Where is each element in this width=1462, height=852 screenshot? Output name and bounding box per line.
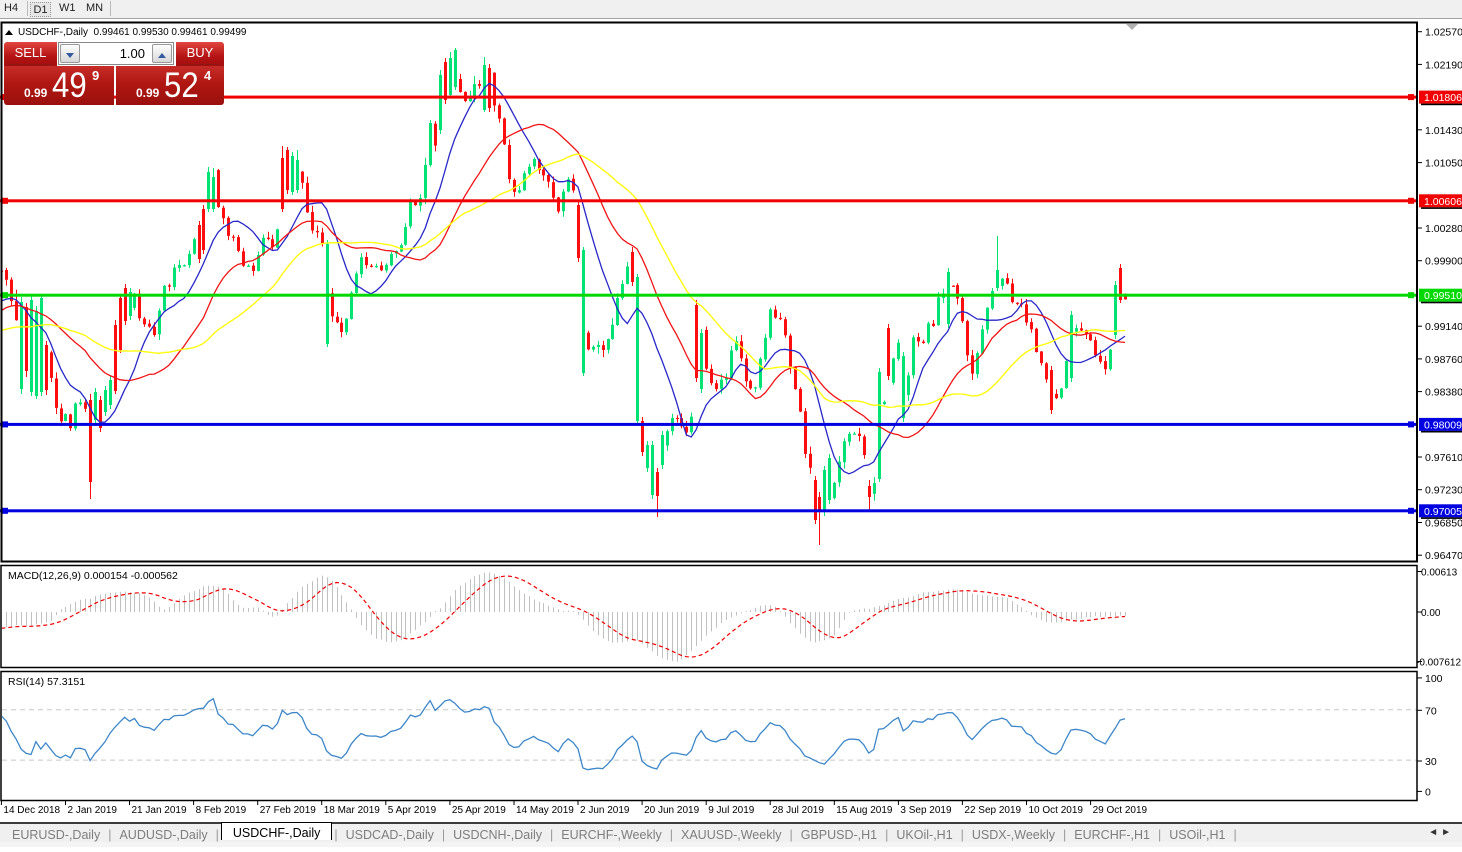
svg-text:0.97230: 0.97230: [1425, 485, 1462, 497]
svg-text:0.96850: 0.96850: [1425, 518, 1462, 530]
svg-text:0.99140: 0.99140: [1425, 321, 1462, 333]
svg-text:-0.007612: -0.007612: [1416, 658, 1461, 669]
svg-text:22 Sep 2019: 22 Sep 2019: [964, 805, 1021, 816]
svg-text:1.01050: 1.01050: [1425, 158, 1462, 170]
svg-text:0: 0: [1425, 786, 1431, 798]
svg-text:0.98380: 0.98380: [1425, 387, 1462, 399]
svg-text:1.02190: 1.02190: [1425, 59, 1462, 71]
svg-text:27 Feb 2019: 27 Feb 2019: [260, 805, 317, 816]
svg-text:RSI(14) 57.3151: RSI(14) 57.3151: [8, 676, 85, 688]
svg-text:18 Mar 2019: 18 Mar 2019: [324, 805, 381, 816]
svg-text:70: 70: [1425, 705, 1437, 717]
svg-text:8 Feb 2019: 8 Feb 2019: [196, 805, 247, 816]
svg-text:21 Jan 2019: 21 Jan 2019: [132, 805, 187, 816]
svg-text:3 Sep 2019: 3 Sep 2019: [900, 805, 952, 816]
svg-text:1.00606: 1.00606: [1424, 196, 1462, 208]
svg-text:14 May 2019: 14 May 2019: [516, 805, 574, 816]
svg-text:25 Apr 2019: 25 Apr 2019: [452, 805, 506, 816]
svg-text:0.98760: 0.98760: [1425, 354, 1462, 366]
svg-text:0.00613: 0.00613: [1421, 568, 1458, 579]
svg-text:15 Aug 2019: 15 Aug 2019: [836, 805, 893, 816]
svg-text:1.01806: 1.01806: [1424, 92, 1462, 104]
svg-text:100: 100: [1425, 673, 1443, 685]
svg-text:2 Jan 2019: 2 Jan 2019: [68, 805, 118, 816]
svg-text:9 Jul 2019: 9 Jul 2019: [708, 805, 755, 816]
svg-text:0.99900: 0.99900: [1425, 256, 1462, 268]
svg-text:1.00280: 1.00280: [1425, 223, 1462, 235]
svg-text:0.00: 0.00: [1421, 608, 1441, 619]
svg-text:0.99510: 0.99510: [1424, 290, 1462, 302]
svg-text:5 Apr 2019: 5 Apr 2019: [388, 805, 437, 816]
svg-text:0.98009: 0.98009: [1424, 419, 1462, 431]
svg-text:0.97005: 0.97005: [1424, 506, 1462, 518]
svg-text:2 Jun 2019: 2 Jun 2019: [580, 805, 630, 816]
svg-text:29 Oct 2019: 29 Oct 2019: [1093, 805, 1148, 816]
svg-text:14 Dec 2018: 14 Dec 2018: [3, 805, 60, 816]
svg-text:0.96470: 0.96470: [1425, 550, 1462, 562]
svg-text:20 Jun 2019: 20 Jun 2019: [644, 805, 699, 816]
svg-text:30: 30: [1425, 756, 1437, 768]
svg-text:1.02570: 1.02570: [1425, 27, 1462, 39]
svg-text:28 Jul 2019: 28 Jul 2019: [772, 805, 824, 816]
svg-text:MACD(12,26,9) 0.000154 -0.0005: MACD(12,26,9) 0.000154 -0.000562: [8, 570, 178, 582]
svg-text:1.01430: 1.01430: [1425, 125, 1462, 137]
svg-text:0.97610: 0.97610: [1425, 452, 1462, 464]
svg-text:10 Oct 2019: 10 Oct 2019: [1029, 805, 1084, 816]
